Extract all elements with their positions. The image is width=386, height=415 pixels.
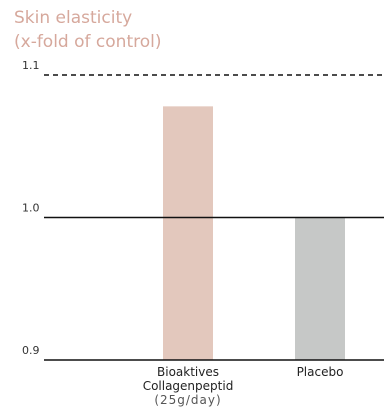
category-sublabel-0: (25g/day) bbox=[154, 393, 221, 407]
chart-title-line-1: Skin elasticity bbox=[14, 8, 133, 28]
y-tick-label-0: 0.9 bbox=[22, 344, 40, 357]
chart-title: Skin elasticity (x-fold of control) bbox=[14, 6, 161, 54]
chart-title-line-2: (x-fold of control) bbox=[14, 32, 162, 52]
bar-0 bbox=[163, 106, 213, 360]
category-label-0-line-1: Collagenpeptid bbox=[143, 379, 234, 393]
y-tick-label-1: 1.0 bbox=[22, 202, 40, 215]
category-label-0-line-0: Bioaktives bbox=[157, 365, 219, 379]
y-tick-label-2: 1.1 bbox=[22, 59, 40, 72]
bar-1 bbox=[295, 217, 345, 360]
category-label-1-line-0: Placebo bbox=[297, 365, 344, 379]
